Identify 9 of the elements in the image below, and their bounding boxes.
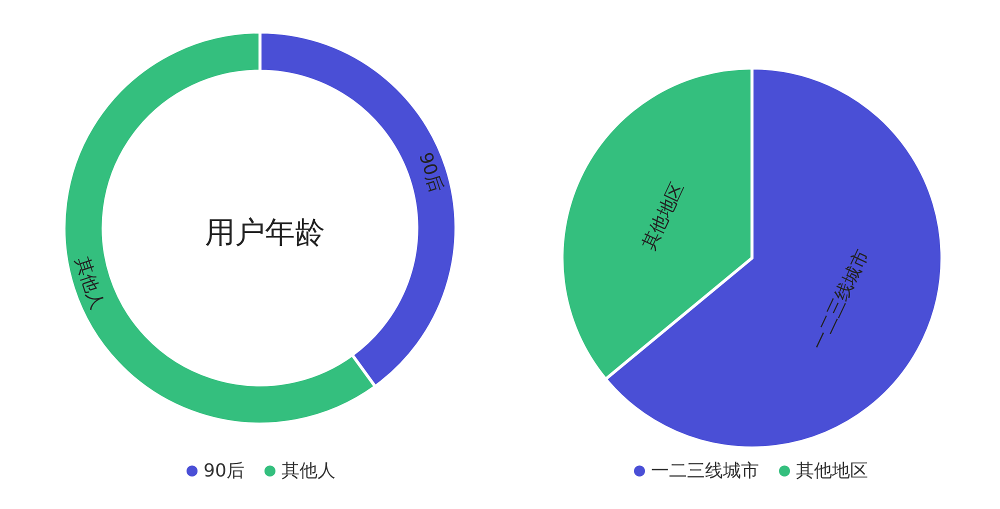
slice-label: 90后 xyxy=(414,150,447,196)
slice-label: 一二三线城市 xyxy=(808,246,874,354)
legend-label: 一二三线城市 xyxy=(651,460,759,482)
slice-label: 其他人 xyxy=(71,254,108,312)
legend-label: 90后 xyxy=(204,460,244,482)
legend-label: 其他地区 xyxy=(796,460,868,482)
legend-label: 其他人 xyxy=(281,460,336,482)
text: 用户年龄 xyxy=(205,216,325,250)
slice-label: 其他地区 xyxy=(638,179,688,254)
